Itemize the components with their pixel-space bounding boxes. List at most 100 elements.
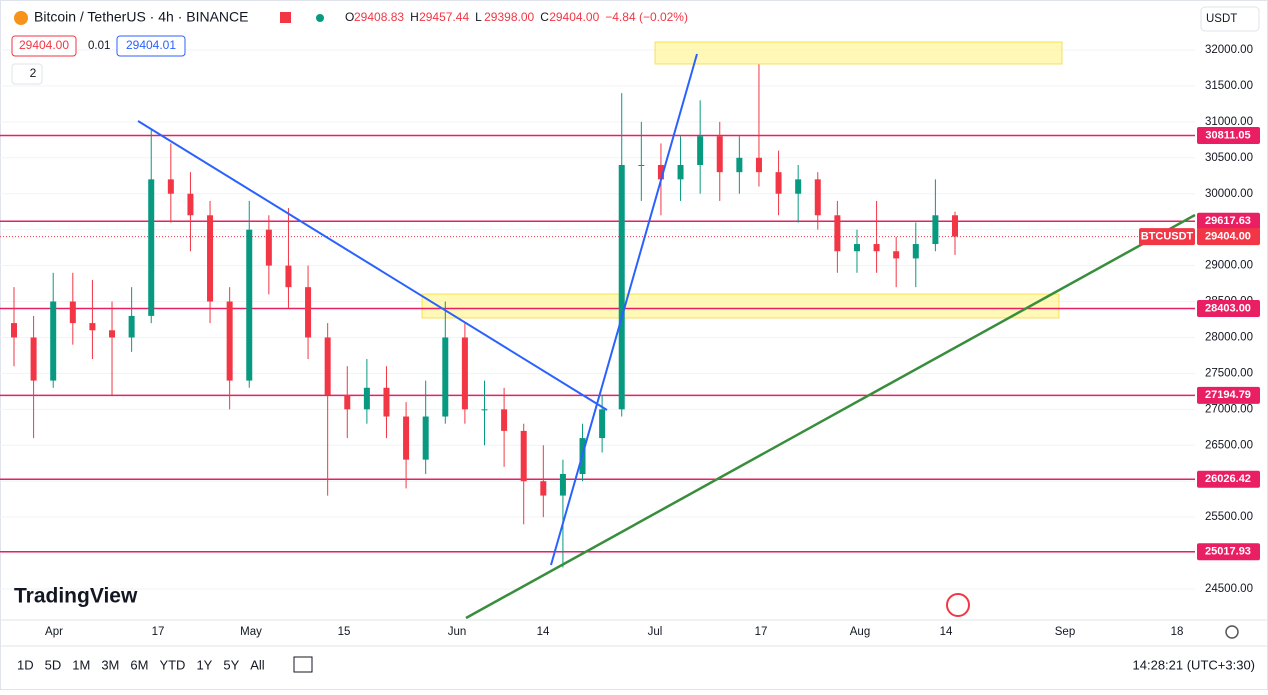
settings-icon[interactable]: [1225, 625, 1239, 639]
candle-body: [187, 193, 194, 216]
time-axis: Apr 17 May 15 Jun 14 Jul 17 Aug 14 Sep 18: [45, 626, 1183, 638]
time-label: 14: [940, 626, 953, 638]
symbol-title[interactable]: Bitcoin / TetherUS · 4h · BINANCE: [34, 9, 248, 25]
symbol-badge: [1139, 228, 1195, 246]
time-label: May: [240, 626, 262, 638]
trend-lines: [137, 53, 1196, 620]
range-button[interactable]: 1D: [17, 657, 34, 672]
candle-body: [755, 157, 762, 173]
range-button[interactable]: 1Y: [196, 657, 212, 672]
candle-body: [148, 179, 155, 316]
indicator-toggle[interactable]: [11, 63, 43, 85]
currency-select[interactable]: [1200, 6, 1260, 32]
candle-body: [285, 265, 292, 288]
price-tick-label: 31000.00: [1205, 116, 1253, 128]
candle-body: [30, 337, 37, 381]
currency: USDT: [1206, 13, 1237, 25]
range-button[interactable]: 3M: [101, 657, 119, 672]
time-label: Aug: [850, 626, 870, 638]
candle-body: [69, 301, 76, 324]
candle-body: [618, 164, 625, 410]
time-label: Jul: [648, 626, 663, 638]
candle-body: [305, 287, 312, 338]
date-range-icon[interactable]: [293, 656, 313, 673]
price-tick-label: 28000.00: [1205, 331, 1253, 343]
range-button[interactable]: 5Y: [223, 657, 239, 672]
level-label: 27194.79: [1205, 389, 1251, 401]
spread: 0.01: [88, 40, 110, 52]
level-label: 26026.42: [1205, 473, 1251, 485]
ohlc-value: 29408.83: [354, 10, 404, 24]
time-label: Jun: [448, 626, 467, 638]
candle-body: [834, 215, 841, 252]
time-label: Sep: [1055, 626, 1075, 638]
level-label: 28403.00: [1205, 302, 1251, 314]
range-button[interactable]: 5D: [45, 657, 62, 672]
status-dot: [316, 14, 324, 22]
candle-body: [873, 244, 880, 252]
price-tick-label: 27000.00: [1205, 403, 1253, 415]
levels: [0, 134, 1195, 553]
candle-body: [167, 179, 174, 194]
price-tick-label: 27500.00: [1205, 367, 1253, 379]
candle-body: [403, 416, 410, 460]
ohlc-value: 29398.00: [484, 10, 534, 24]
candle-body: [540, 481, 547, 496]
time-label: Apr: [45, 626, 63, 638]
clock: 14:28:21 (UTC+3:30): [1133, 657, 1255, 672]
candle-body: [932, 215, 939, 245]
candle-body: [363, 387, 370, 410]
indicator-count: 2: [30, 66, 37, 80]
support-zone: [421, 293, 1060, 319]
candle-body: [677, 164, 684, 180]
candle-body: [657, 164, 664, 180]
price-tick-label: 32000.00: [1205, 44, 1253, 56]
time-label: 17: [755, 626, 768, 638]
price-tick-label: 30000.00: [1205, 188, 1253, 200]
candle-body: [559, 474, 566, 496]
range-button[interactable]: All: [250, 657, 265, 672]
symbol-label: BTCUSDT: [1141, 230, 1194, 242]
event-icon[interactable]: [946, 593, 970, 617]
candle-body: [442, 337, 449, 417]
candle-body: [716, 136, 723, 173]
candle-body: [638, 164, 645, 166]
level-badge: [1197, 386, 1260, 404]
price-tick-label: 26500.00: [1205, 439, 1253, 451]
flag-icon[interactable]: [280, 12, 291, 23]
ohlc-value: 29404.00: [549, 10, 599, 24]
candle-body: [912, 244, 919, 259]
level-label: 25017.93: [1205, 546, 1251, 558]
ask: 29404.01: [126, 38, 176, 52]
level-badge: [1197, 300, 1260, 318]
price-axis: 32000.00 31500.00 31000.00 30500.00 30000.00…: [1139, 44, 1260, 595]
candle-body: [893, 251, 900, 259]
trend-line: [465, 213, 1196, 620]
candle-body: [246, 229, 253, 381]
range-button[interactable]: 6M: [130, 657, 148, 672]
level-badge: [1197, 543, 1260, 561]
candle-body: [775, 172, 782, 194]
level-badge: [1197, 212, 1260, 230]
range-buttons: 1D 5D 1M 3M 6M YTD 1Y 5Y All: [17, 657, 265, 672]
range-button[interactable]: 1M: [72, 657, 90, 672]
candle-body: [481, 409, 488, 411]
price-badge: [1197, 228, 1260, 246]
candle-body: [109, 330, 116, 338]
price-tick-label: 25500.00: [1205, 511, 1253, 523]
candle-body: [226, 301, 233, 381]
bid-box[interactable]: [11, 35, 77, 57]
candle-body: [697, 136, 704, 165]
level-label: 30811.05: [1205, 129, 1250, 141]
range-button[interactable]: YTD: [159, 657, 185, 672]
candle-body: [128, 315, 135, 338]
trend-line: [137, 120, 608, 411]
ask-box[interactable]: [116, 35, 186, 57]
level-badge: [1197, 470, 1260, 488]
candle-body: [599, 409, 606, 439]
resistance-zone: [654, 41, 1063, 65]
price-tick-label: 29000.00: [1205, 260, 1253, 272]
level-label: 29617.63: [1205, 215, 1251, 227]
